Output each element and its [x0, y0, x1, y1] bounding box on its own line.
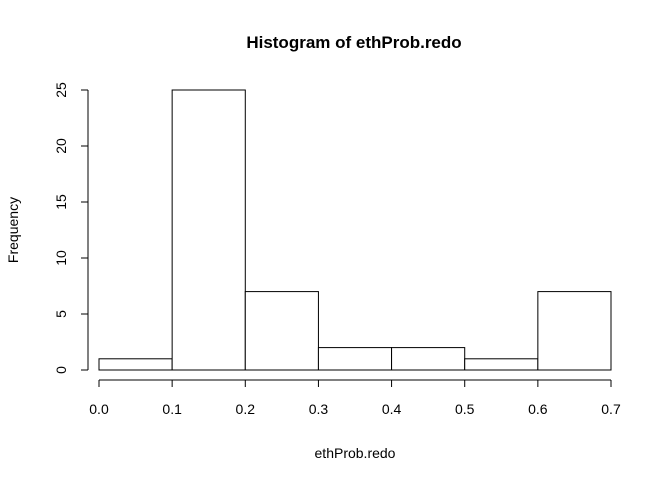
- x-tick-label-1: 0.1: [162, 401, 182, 417]
- histogram-bar-3: [317, 347, 393, 371]
- y-tick-label-1: 5: [53, 310, 69, 318]
- y-tick-label-4: 20: [53, 138, 69, 154]
- x-tick-label-6: 0.6: [528, 401, 548, 417]
- y-tick-label-0: 0: [53, 366, 69, 374]
- histogram-bar-4: [391, 347, 466, 371]
- x-tick-label-5: 0.5: [455, 401, 475, 417]
- x-tick-label-4: 0.4: [382, 401, 402, 417]
- y-axis-label: Frequency: [5, 197, 21, 263]
- x-ticks-group: 0.0 0.1 0.2 0.3 0.4 0.5 0.6 0.7: [89, 380, 621, 417]
- y-ticks-group: 0 5 10 15 20 25: [53, 82, 88, 374]
- y-tick-label-3: 15: [53, 194, 69, 210]
- x-axis-label: ethProb.redo: [315, 445, 396, 461]
- histogram-bar-2: [244, 291, 319, 371]
- x-tick-label-3: 0.3: [309, 401, 329, 417]
- histogram-bar-1: [171, 89, 246, 371]
- y-tick-label-5: 25: [53, 82, 69, 98]
- histogram-bar-6: [537, 291, 612, 371]
- y-tick-label-2: 10: [53, 250, 69, 266]
- chart-title: Histogram of ethProb.redo: [246, 33, 461, 52]
- x-tick-label-0: 0.0: [89, 401, 109, 417]
- histogram-bar-0: [98, 358, 173, 371]
- bars-group: [98, 89, 612, 371]
- x-tick-label-2: 0.2: [236, 401, 256, 417]
- x-tick-label-7: 0.7: [601, 401, 621, 417]
- histogram-bar-5: [464, 358, 539, 371]
